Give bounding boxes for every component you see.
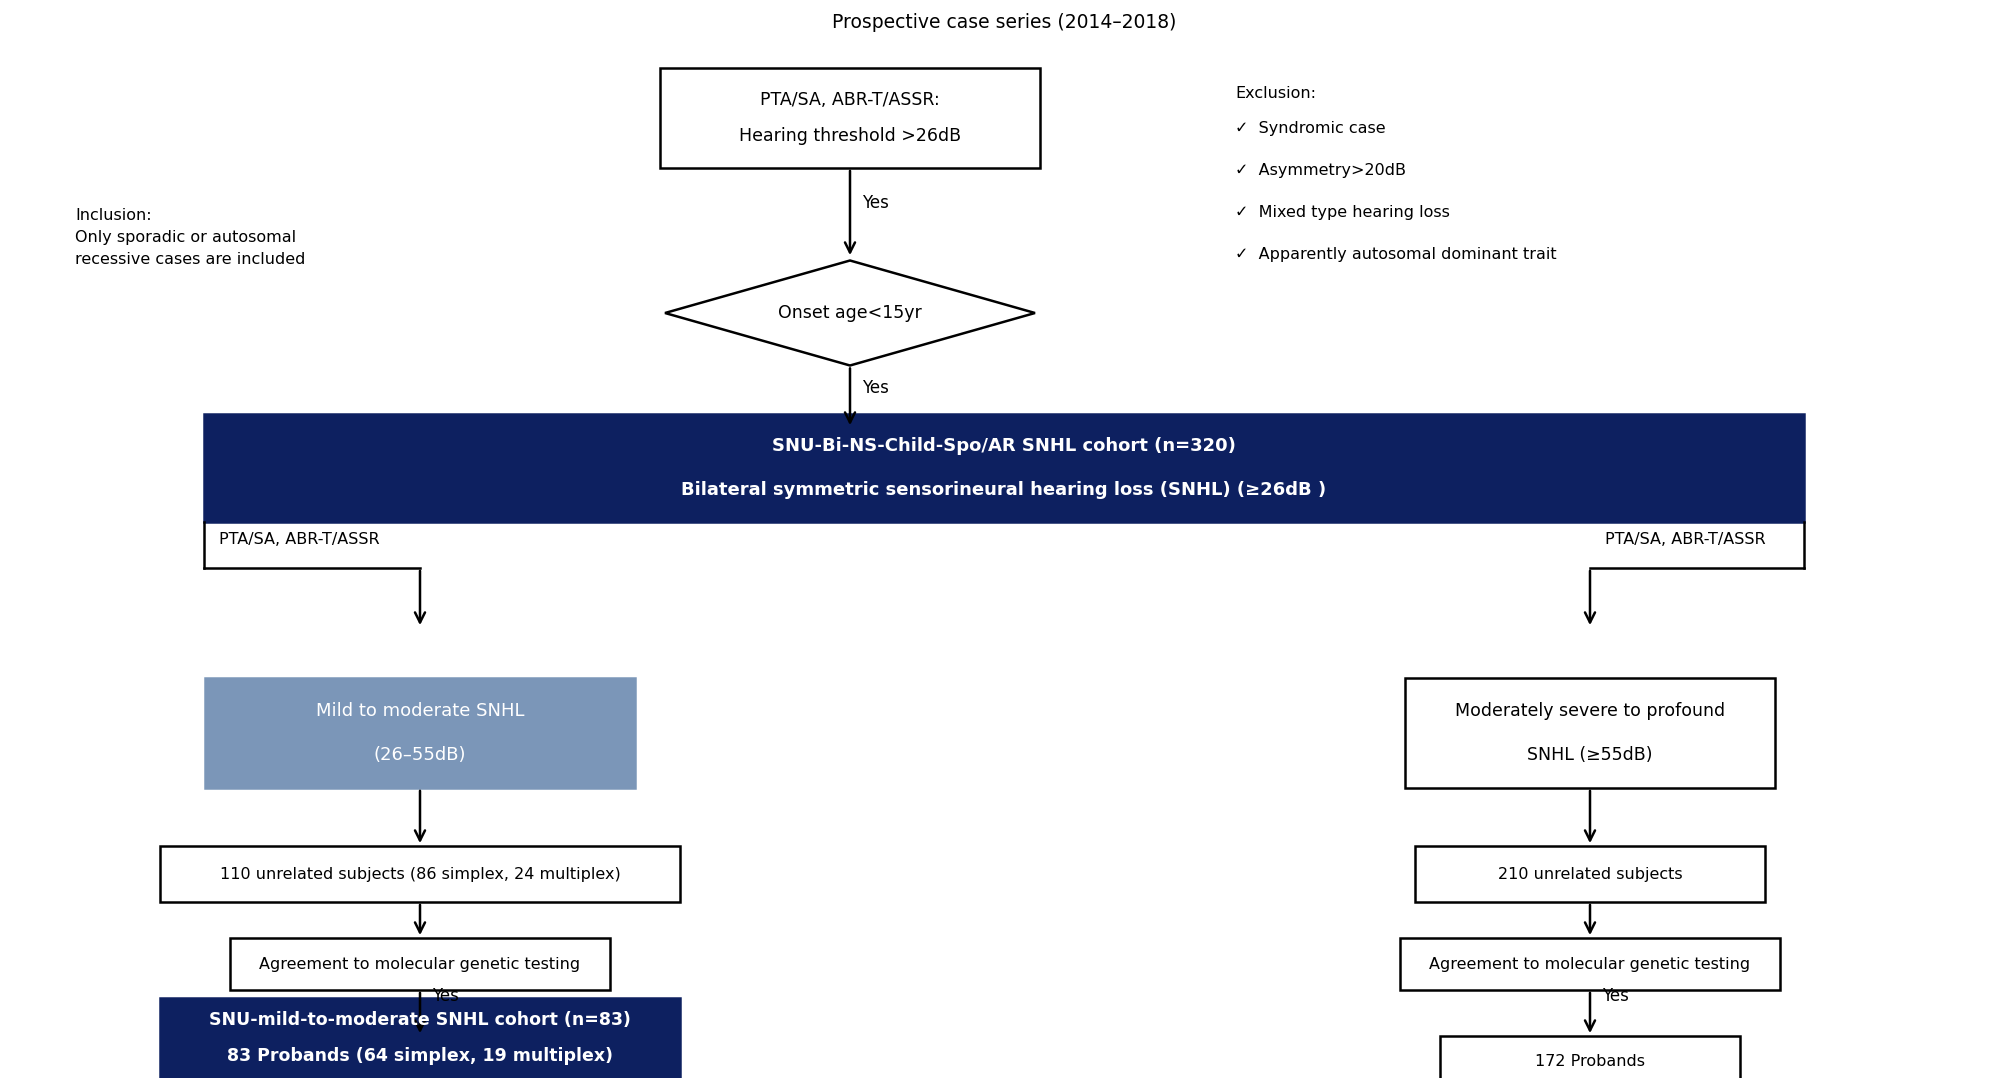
Text: Yes: Yes: [1601, 987, 1629, 1005]
Text: SNU-mild-to-moderate SNHL cohort (n=83): SNU-mild-to-moderate SNHL cohort (n=83): [209, 1011, 631, 1029]
FancyBboxPatch shape: [1414, 846, 1766, 902]
FancyBboxPatch shape: [229, 938, 611, 990]
FancyBboxPatch shape: [205, 678, 635, 788]
Text: Moderately severe to profound: Moderately severe to profound: [1455, 702, 1726, 720]
Text: Yes: Yes: [432, 987, 458, 1005]
FancyBboxPatch shape: [205, 414, 1804, 522]
Text: Exclusion:: Exclusion:: [1236, 85, 1316, 100]
FancyBboxPatch shape: [661, 68, 1041, 168]
Text: PTA/SA, ABR-T/ASSR: PTA/SA, ABR-T/ASSR: [1605, 533, 1766, 548]
Text: ✓  Syndromic case: ✓ Syndromic case: [1236, 121, 1386, 136]
Text: (26–55dB): (26–55dB): [374, 746, 466, 764]
Text: SNHL (≥55dB): SNHL (≥55dB): [1527, 746, 1653, 764]
Text: Prospective case series (2014–2018): Prospective case series (2014–2018): [832, 14, 1175, 32]
Text: ✓  Mixed type hearing loss: ✓ Mixed type hearing loss: [1236, 205, 1450, 220]
FancyBboxPatch shape: [161, 846, 679, 902]
Polygon shape: [665, 261, 1035, 365]
Text: 172 Probands: 172 Probands: [1535, 1054, 1645, 1069]
Text: Yes: Yes: [862, 194, 888, 212]
Text: 110 unrelated subjects (86 simplex, 24 multiplex): 110 unrelated subjects (86 simplex, 24 m…: [219, 867, 621, 882]
FancyBboxPatch shape: [161, 998, 679, 1078]
Text: PTA/SA, ABR-T/ASSR: PTA/SA, ABR-T/ASSR: [219, 533, 380, 548]
Text: PTA/SA, ABR-T/ASSR:: PTA/SA, ABR-T/ASSR:: [759, 91, 940, 109]
FancyBboxPatch shape: [1400, 938, 1780, 990]
Text: Agreement to molecular genetic testing: Agreement to molecular genetic testing: [1430, 956, 1750, 971]
FancyBboxPatch shape: [1404, 678, 1776, 788]
Text: Onset age<15yr: Onset age<15yr: [777, 304, 922, 322]
Text: 83 Probands (64 simplex, 19 multiplex): 83 Probands (64 simplex, 19 multiplex): [227, 1047, 613, 1065]
Text: ✓  Apparently autosomal dominant trait: ✓ Apparently autosomal dominant trait: [1236, 247, 1557, 262]
Text: Bilateral symmetric sensorineural hearing loss (SNHL) (≥26dB ): Bilateral symmetric sensorineural hearin…: [681, 481, 1326, 499]
Text: ✓  Asymmetry>20dB: ✓ Asymmetry>20dB: [1236, 163, 1406, 178]
Text: Hearing threshold >26dB: Hearing threshold >26dB: [739, 127, 960, 146]
Text: SNU-Bi-NS-Child-Spo/AR SNHL cohort (n=320): SNU-Bi-NS-Child-Spo/AR SNHL cohort (n=32…: [771, 437, 1236, 455]
Text: Yes: Yes: [862, 379, 888, 397]
Text: Mild to moderate SNHL: Mild to moderate SNHL: [315, 702, 524, 720]
FancyBboxPatch shape: [1440, 1036, 1740, 1078]
Text: Inclusion:
Only sporadic or autosomal
recessive cases are included: Inclusion: Only sporadic or autosomal re…: [74, 208, 305, 267]
Text: Agreement to molecular genetic testing: Agreement to molecular genetic testing: [259, 956, 581, 971]
Text: 210 unrelated subjects: 210 unrelated subjects: [1497, 867, 1682, 882]
